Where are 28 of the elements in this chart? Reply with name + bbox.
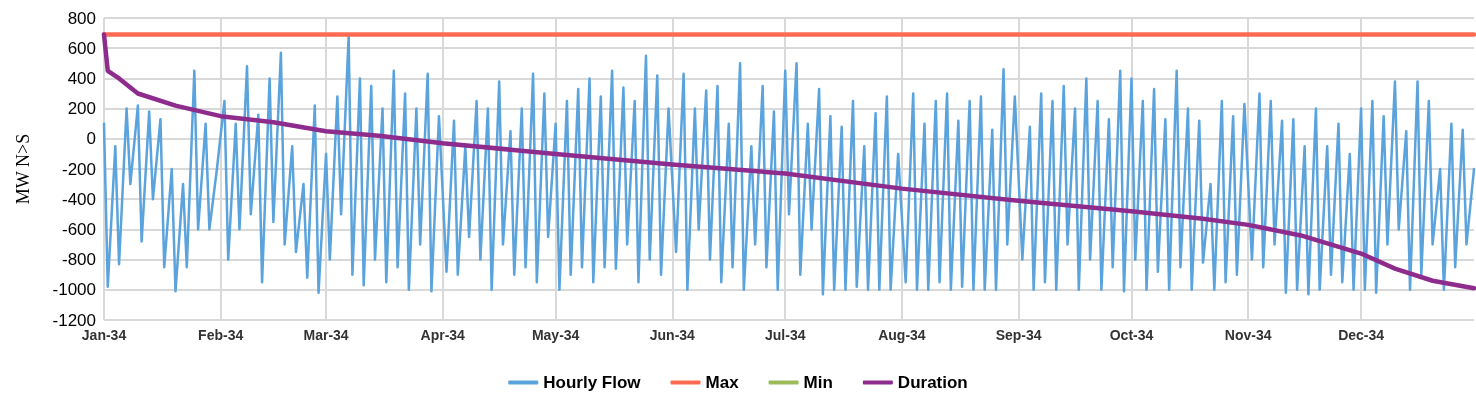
y-tick-label: 600 bbox=[67, 38, 96, 58]
y-tick-label: -1000 bbox=[52, 280, 96, 300]
x-tick-label: Dec-34 bbox=[1338, 327, 1385, 343]
x-tick-label: Nov-34 bbox=[1224, 327, 1272, 343]
legend-label: Hourly Flow bbox=[543, 373, 642, 392]
y-tick-label: 0 bbox=[86, 129, 96, 149]
y-axis-title: MW N>S bbox=[13, 133, 33, 205]
x-tick-label: Jun-34 bbox=[649, 327, 696, 343]
y-tick-label: -600 bbox=[61, 219, 96, 239]
y-tick-label: 200 bbox=[67, 99, 96, 119]
y-tick-label: -400 bbox=[61, 189, 96, 209]
x-tick-label: Oct-34 bbox=[1109, 327, 1154, 343]
legend-label: Duration bbox=[897, 373, 968, 392]
x-tick-label: Feb-34 bbox=[198, 327, 244, 343]
y-tick-label: 800 bbox=[67, 8, 96, 28]
y-tick-label: -800 bbox=[61, 250, 96, 270]
x-tick-label: Jan-34 bbox=[81, 327, 127, 343]
y-tick-label: -1200 bbox=[52, 310, 96, 330]
y-tick-label: 400 bbox=[67, 68, 96, 88]
legend-label: Max bbox=[705, 373, 740, 392]
x-tick-label: May-34 bbox=[531, 327, 580, 343]
x-tick-label: Apr-34 bbox=[420, 327, 466, 343]
y-tick-label: -200 bbox=[61, 159, 96, 179]
x-tick-label: Mar-34 bbox=[303, 327, 349, 343]
x-tick-label: Sep-34 bbox=[995, 327, 1042, 343]
legend-label: Min bbox=[803, 373, 833, 392]
x-tick-label: Jul-34 bbox=[765, 327, 806, 343]
x-tick-label: Aug-34 bbox=[878, 327, 926, 343]
